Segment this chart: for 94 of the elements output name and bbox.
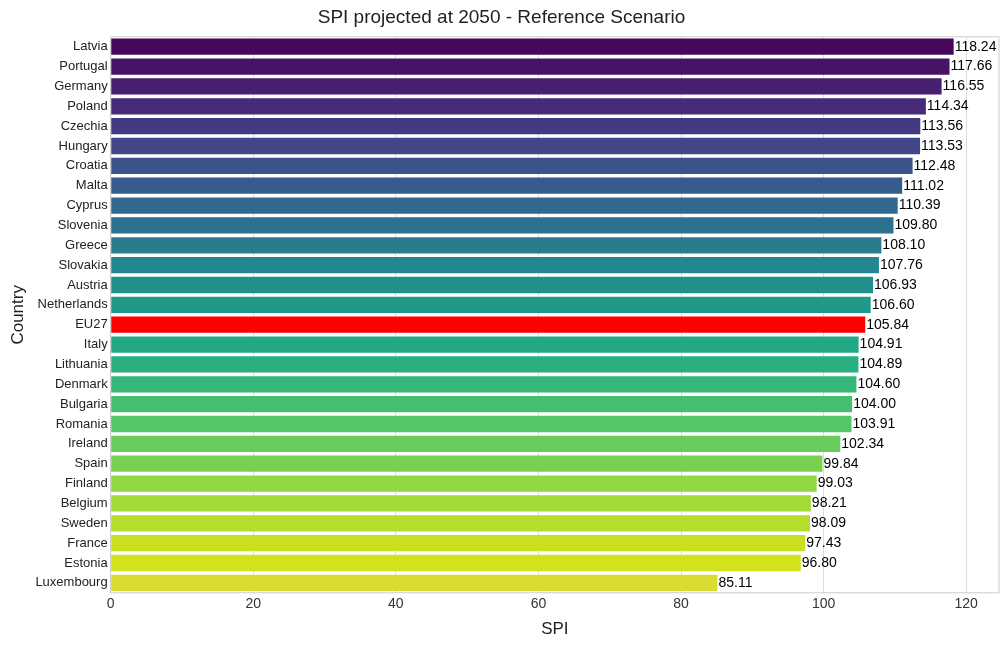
- y-tick-label: France: [67, 534, 108, 550]
- y-tick-label: Finland: [65, 475, 108, 491]
- y-tick-label: Malta: [75, 177, 109, 193]
- data-label: 106.60: [871, 295, 915, 312]
- data-label: 98.09: [811, 514, 847, 531]
- data-label: 110.39: [898, 196, 941, 213]
- bar: [111, 336, 859, 353]
- bar: [111, 78, 942, 95]
- x-tick-label: 80: [673, 595, 690, 612]
- bar: [111, 157, 913, 175]
- bar: [111, 356, 859, 373]
- y-tick-label: Bulgaria: [59, 395, 109, 411]
- data-label: 111.02: [903, 176, 945, 193]
- data-label: 112.48: [913, 156, 956, 173]
- bar: [111, 276, 874, 294]
- bar: [111, 495, 811, 512]
- y-tick-label: Czechia: [60, 117, 109, 133]
- data-label: 117.66: [950, 57, 993, 74]
- data-label: 104.91: [859, 335, 903, 352]
- data-label: 99.03: [817, 474, 853, 491]
- y-tick-label: Austria: [67, 276, 109, 292]
- x-tick-label: 100: [811, 595, 836, 612]
- bar: [111, 554, 801, 572]
- y-tick-label: Cyprus: [66, 197, 109, 213]
- data-label: 116.55: [942, 77, 985, 94]
- bar: [111, 197, 898, 214]
- y-tick-label: Portugal: [59, 58, 108, 74]
- bar: [111, 455, 823, 472]
- data-label: 96.80: [801, 553, 838, 570]
- x-tick-label: 20: [245, 595, 262, 612]
- data-label: 104.89: [859, 355, 903, 372]
- data-label: 109.80: [894, 216, 938, 233]
- y-tick-label: Ireland: [67, 435, 108, 451]
- bar: [111, 98, 926, 115]
- bar: [111, 475, 817, 492]
- y-tick-label: Lithuania: [54, 356, 109, 372]
- data-label: 99.84: [823, 454, 859, 471]
- y-tick-label: Luxembourg: [35, 574, 108, 590]
- bar: [111, 296, 871, 314]
- y-tick-label: Spain: [74, 455, 108, 471]
- y-tick-label: Slovenia: [57, 217, 109, 233]
- x-axis-title: SPI: [541, 619, 569, 639]
- y-tick-label: EU27: [75, 316, 108, 332]
- y-tick-label: Denmark: [54, 375, 109, 391]
- y-tick-label: Estonia: [64, 554, 109, 570]
- y-tick-label: Netherlands: [37, 296, 109, 312]
- y-axis-title: Country: [7, 284, 27, 345]
- y-tick-label: Poland: [67, 97, 108, 113]
- bar: [111, 574, 718, 592]
- x-tick-label: 40: [388, 595, 404, 612]
- bar: [111, 38, 954, 55]
- data-label: 108.10: [882, 236, 926, 253]
- x-tick-label: 120: [954, 595, 979, 612]
- data-label: 104.00: [853, 395, 897, 412]
- data-label: 103.91: [852, 414, 896, 431]
- data-label: 102.34: [841, 434, 885, 451]
- data-label: 85.11: [718, 573, 753, 590]
- data-label: 113.53: [921, 136, 964, 153]
- bar: [111, 257, 879, 274]
- data-label: 98.21: [811, 494, 848, 511]
- bar: [111, 237, 882, 254]
- bar: [111, 58, 950, 75]
- bar: [111, 177, 903, 194]
- data-label: 106.93: [874, 275, 918, 292]
- bar: [111, 535, 806, 552]
- x-tick-label: 0: [106, 595, 115, 612]
- bar: [111, 137, 921, 155]
- bar: [111, 415, 852, 433]
- chart-title: SPI projected at 2050 - Reference Scenario: [317, 5, 686, 27]
- data-label: 113.56: [921, 117, 964, 134]
- data-label: 97.43: [806, 534, 842, 551]
- y-tick-label: Croatia: [65, 157, 109, 173]
- bar: [111, 118, 921, 135]
- bar: [111, 515, 810, 532]
- y-tick-label: Germany: [54, 78, 109, 94]
- bar: [111, 217, 894, 234]
- y-tick-label: Latvia: [72, 38, 109, 54]
- data-label: 118.24: [954, 37, 997, 54]
- y-tick-label: Greece: [65, 236, 108, 252]
- data-label: 104.60: [857, 375, 901, 392]
- y-tick-label: Sweden: [60, 514, 108, 530]
- bar: [111, 316, 866, 333]
- data-label: 107.76: [879, 256, 923, 273]
- bar: [111, 376, 857, 393]
- y-tick-label: Romania: [55, 415, 109, 431]
- bar: [111, 396, 853, 413]
- data-label: 105.84: [866, 315, 910, 332]
- bar: [111, 435, 841, 453]
- x-tick-label: 60: [530, 595, 547, 612]
- y-tick-label: Slovakia: [58, 256, 109, 272]
- y-tick-label: Belgium: [60, 495, 108, 511]
- y-tick-label: Hungary: [58, 137, 109, 153]
- y-tick-label: Italy: [83, 336, 109, 352]
- data-label: 114.34: [926, 97, 969, 114]
